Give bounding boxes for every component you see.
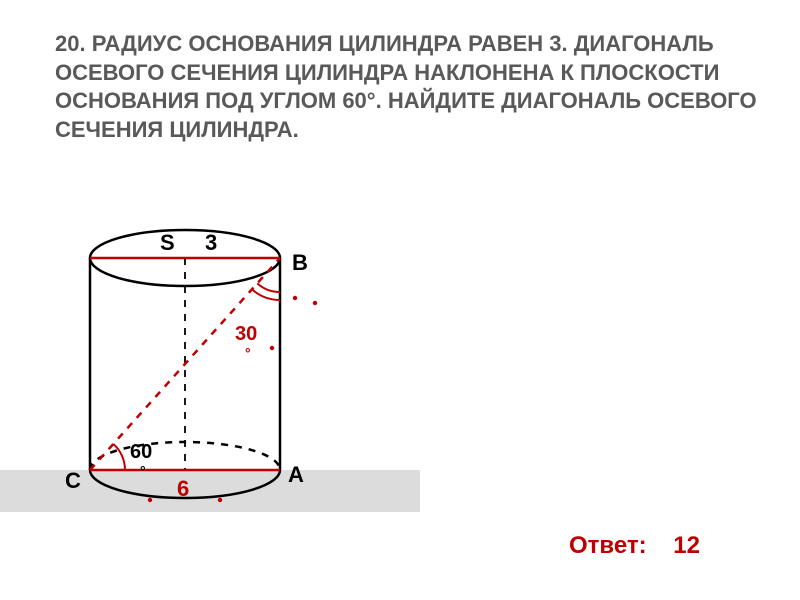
label-c: C	[65, 468, 81, 493]
label-a: A	[288, 462, 304, 487]
dot-2	[313, 301, 317, 305]
label-b: B	[292, 250, 308, 275]
angle-30-arc-1	[257, 283, 280, 292]
answer-value: 12	[673, 532, 700, 559]
cylinder-diagram: S 3 B A C 6 60 ° 30 °	[40, 220, 360, 550]
dot-1	[293, 296, 297, 300]
dot-3	[270, 346, 274, 350]
label-30: 30	[235, 323, 257, 345]
label-60: 60	[130, 441, 152, 463]
label-s: S	[160, 230, 175, 255]
problem-text: РАДИУС ОСНОВАНИЯ ЦИЛИНДРА РАВЕН 3. ДИАГО…	[55, 31, 757, 142]
label-30-deg: °	[245, 345, 251, 361]
problem-number: 20.	[55, 31, 86, 56]
label-3: 3	[205, 230, 217, 255]
dot-4	[148, 498, 152, 502]
answer-label: Ответ:	[569, 532, 647, 559]
answer-block: Ответ: 12	[569, 532, 700, 560]
problem-title: 20. РАДИУС ОСНОВАНИЯ ЦИЛИНДРА РАВЕН 3. Д…	[55, 30, 760, 144]
angle-60-arc	[113, 444, 125, 470]
dot-5	[218, 498, 222, 502]
label-60-deg: °	[140, 463, 146, 479]
label-6: 6	[177, 476, 189, 501]
